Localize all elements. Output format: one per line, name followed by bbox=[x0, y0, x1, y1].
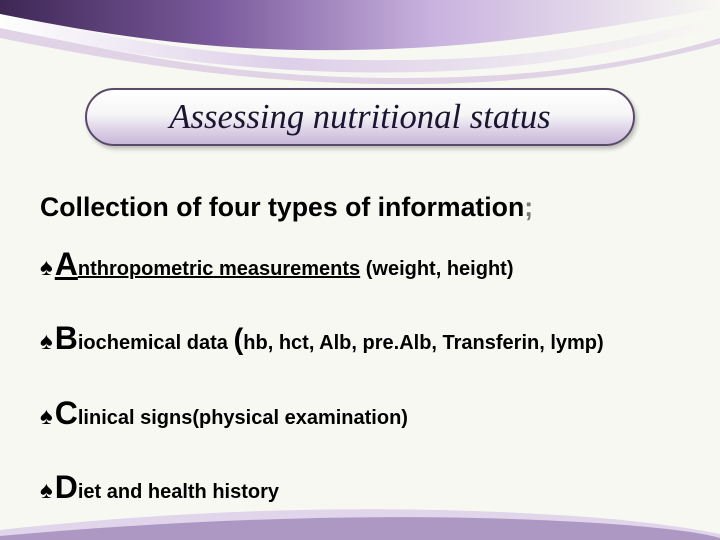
item-b-rest: hb, hct, Alb, pre.Alb, Transferin, lymp) bbox=[243, 332, 603, 354]
spade-icon: ♠ bbox=[40, 477, 53, 504]
item-a-prefix: nthropometric bbox=[78, 258, 214, 280]
title-capsule: Assessing nutritional status bbox=[85, 88, 635, 146]
decorative-swoosh-top bbox=[0, 0, 720, 90]
list-item-d: ♠Diet and health history bbox=[40, 467, 604, 507]
subtitle-semicolon: ; bbox=[524, 192, 533, 222]
slide: Assessing nutritional status Collection … bbox=[0, 0, 720, 540]
item-d-text: iet and health history bbox=[78, 481, 279, 503]
item-d-cap: D bbox=[55, 469, 78, 505]
item-b-paren: ( bbox=[233, 323, 243, 356]
item-b-cap: B bbox=[55, 320, 78, 356]
spade-icon: ♠ bbox=[40, 403, 53, 430]
abcd-list: ♠Anthropometric measurements (weight, he… bbox=[40, 244, 604, 540]
item-c-cap: C bbox=[55, 395, 78, 431]
spade-icon: ♠ bbox=[40, 328, 53, 355]
item-a-cap: A bbox=[55, 246, 78, 282]
item-a-rest: (weight, height) bbox=[360, 258, 513, 280]
item-b-text: iochemical data bbox=[78, 332, 234, 354]
item-c-text: linical signs(physical examination) bbox=[78, 407, 408, 429]
list-item-b: ♠Biochemical data (hb, hct, Alb, pre.Alb… bbox=[40, 318, 604, 359]
slide-title: Assessing nutritional status bbox=[169, 98, 550, 137]
list-item-a: ♠Anthropometric measurements (weight, he… bbox=[40, 244, 604, 284]
spade-icon: ♠ bbox=[40, 254, 53, 281]
subtitle: Collection of four types of information; bbox=[40, 192, 533, 223]
list-item-c: ♠Clinical signs(physical examination) bbox=[40, 393, 604, 433]
item-a-middle: measurements bbox=[213, 258, 360, 280]
subtitle-text: Collection of four types of information bbox=[40, 192, 524, 222]
